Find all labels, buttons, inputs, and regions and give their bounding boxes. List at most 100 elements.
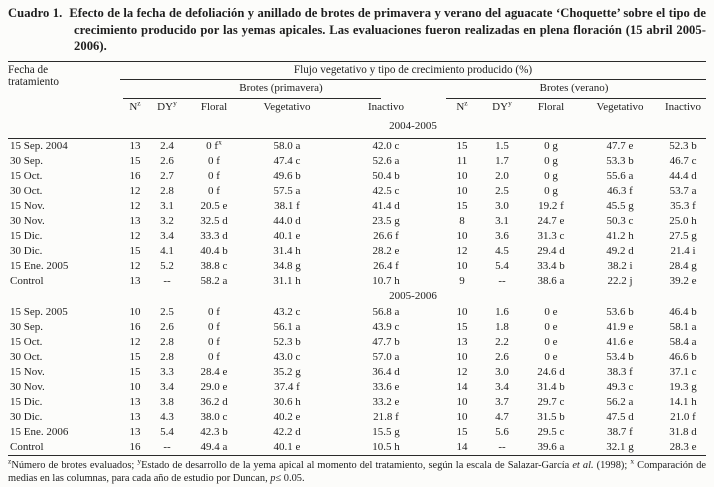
footnote-part: (1998);	[593, 459, 631, 471]
cell-vegetativo-primavera: 37.4 f	[274, 380, 300, 393]
cell-inactivo-verano: 53.7 a	[669, 184, 697, 197]
cell-dy-verano: 3.1	[495, 214, 509, 227]
table-row: 15 Sep. 2004 13 2.4 0 fx 58.0 a 42.0 c 15 1.5 0 …	[8, 138, 706, 154]
cell-dy-verano: 4.7	[495, 410, 509, 423]
footnote-part: p	[270, 472, 276, 484]
cell-vegetativo-primavera: 40.1 e	[273, 229, 301, 242]
cell-vegetativo-primavera: 47.4 c	[273, 154, 301, 167]
cell-n-primavera: 10	[129, 380, 141, 393]
cell-n-verano: 15	[456, 425, 468, 438]
cell-floral-verano: 24.6 d	[537, 365, 565, 378]
cell-floral-verano: 0 g	[544, 169, 558, 182]
cell-inactivo-verano: 46.6 b	[669, 350, 697, 363]
cell-dy-primavera: --	[163, 440, 171, 453]
col-subheader-n-verano: Nz	[456, 97, 468, 113]
cell-fecha: 15 Ene. 2005	[10, 259, 69, 272]
cell-inactivo-primavera: 43.9 c	[372, 320, 400, 333]
cell-vegetativo-verano: 45.5 g	[606, 199, 634, 212]
cell-inactivo-primavera: 36.4 d	[372, 365, 400, 378]
cell-dy-verano: 5.6	[495, 425, 509, 438]
table-row: 15 Nov. 15 3.3 28.4 e 35.2 g 36.4 d 12 3.0 24.6 …	[8, 365, 706, 380]
cell-inactivo-primavera: 26.6 f	[373, 229, 399, 242]
cell-floral-primavera: 42.3 b	[200, 425, 228, 438]
cell-vegetativo-verano: 47.7 e	[606, 139, 634, 152]
cell-floral-verano: 0 e	[544, 350, 558, 363]
cell-dy-verano: --	[498, 274, 506, 287]
table-caption: Cuadro 1. Efecto de la fecha de defoliaci…	[8, 5, 706, 55]
cell-floral-verano: 29.4 d	[537, 244, 565, 257]
caption-number: Cuadro 1.	[8, 6, 63, 20]
cell-floral-primavera: 0 f	[208, 169, 220, 182]
cell-floral-primavera: 38.0 c	[200, 410, 228, 423]
footnote-part: Número de brotes evaluados;	[11, 459, 138, 471]
cell-vegetativo-primavera: 38.1 f	[274, 199, 300, 212]
cell-n-primavera: 16	[129, 440, 141, 453]
cell-dy-verano: 3.4	[495, 380, 509, 393]
cell-dy-primavera: 2.5	[160, 305, 174, 318]
cell-inactivo-verano: 46.7 c	[669, 154, 697, 167]
cell-floral-primavera: 0 f	[208, 154, 220, 167]
cell-vegetativo-verano: 38.3 f	[607, 365, 633, 378]
cell-floral-primavera: 0 f	[208, 335, 220, 348]
col-subheader-inactivo-primavera: Inactivo	[367, 100, 405, 113]
table-row: Control 13 -- 58.2 a 31.1 h 10.7 h 9 -- 38.6 a 22…	[8, 274, 706, 289]
table-header: Fecha de tratamiento Flujo vegetativo y …	[8, 61, 707, 139]
col-header-fecha: Fecha de tratamiento	[8, 61, 120, 116]
cell-n-primavera: 13	[129, 410, 141, 423]
cell-vegetativo-primavera: 42.2 d	[273, 425, 301, 438]
footnote-part: ≤ 0.05.	[275, 472, 305, 484]
cell-fecha: 30 Sep.	[10, 154, 43, 167]
cell-dy-primavera: 2.7	[160, 169, 174, 182]
cell-vegetativo-verano: 46.3 f	[607, 184, 633, 197]
table-row: 15 Oct. 16 2.7 0 f 49.6 b 50.4 b 10 2.0 0 g 55.6 …	[8, 169, 706, 184]
cell-floral-primavera: 58.2 a	[200, 274, 228, 287]
cell-n-verano: 14	[456, 380, 468, 393]
col-subheader-n-primavera: Nz	[129, 97, 141, 113]
cell-dy-primavera: 3.4	[160, 380, 174, 393]
cell-fecha: 15 Dic.	[10, 395, 43, 408]
cell-dy-verano: 2.5	[495, 184, 509, 197]
cell-fecha: 30 Dic.	[10, 410, 43, 423]
cell-fecha: 30 Dic.	[10, 244, 43, 257]
cell-dy-primavera: 3.3	[160, 365, 174, 378]
cell-vegetativo-primavera: 44.0 d	[273, 214, 301, 227]
col-subheader-floral-primavera: Floral	[200, 100, 228, 113]
cell-vegetativo-verano: 53.6 b	[606, 305, 634, 318]
cell-n-verano: 10	[456, 229, 468, 242]
cell-dy-primavera: 5.2	[160, 259, 174, 272]
table-row: 30 Nov. 10 3.4 29.0 e 37.4 f 33.6 e 14 3.4 31.4 …	[8, 380, 706, 395]
cell-n-primavera: 13	[129, 139, 141, 152]
cell-n-primavera: 16	[129, 320, 141, 333]
cell-inactivo-primavera: 56.8 a	[372, 305, 400, 318]
table-row: 30 Dic. 15 4.1 40.4 b 31.4 h 28.2 e 12 4.5 29.4 …	[8, 244, 706, 259]
table-row: 15 Nov. 12 3.1 20.5 e 38.1 f 41.4 d 15 3.0 19.2 …	[8, 199, 706, 214]
footnote-part: x	[630, 456, 635, 466]
cell-floral-primavera: 36.2 d	[200, 395, 228, 408]
col-subheader-vegetativo-primavera: Vegetativo	[263, 100, 311, 113]
cell-n-primavera: 13	[129, 274, 141, 287]
cell-dy-verano: 2.0	[495, 169, 509, 182]
cell-fecha: 30 Nov.	[10, 380, 45, 393]
cell-dy-verano: 3.0	[495, 365, 509, 378]
cell-dy-verano: 1.7	[495, 154, 509, 167]
cell-vegetativo-verano: 41.9 e	[606, 320, 634, 333]
caption-text: Efecto de la fecha de defoliación y anil…	[69, 6, 706, 53]
cell-n-verano: 10	[456, 305, 468, 318]
cell-n-primavera: 12	[129, 335, 141, 348]
cell-floral-verano: 0 e	[544, 305, 558, 318]
group-header-brotes-primavera: Brotes (primavera)	[120, 79, 442, 99]
footnote-part: z	[8, 456, 12, 466]
cell-n-verano: 11	[456, 154, 468, 167]
cell-inactivo-verano: 19.3 g	[669, 380, 697, 393]
cell-n-verano: 10	[456, 184, 468, 197]
cell-floral-primavera: 29.0 e	[200, 380, 228, 393]
table-row: 15 Dic. 12 3.4 33.3 d 40.1 e 26.6 f 10 3.6 31.3 …	[8, 229, 706, 244]
cell-inactivo-verano: 31.8 d	[669, 425, 697, 438]
cell-inactivo-verano: 35.3 f	[670, 199, 696, 212]
cell-inactivo-verano: 52.3 b	[669, 139, 697, 152]
cell-inactivo-primavera: 47.7 b	[372, 335, 400, 348]
cell-fecha: 15 Nov.	[10, 365, 45, 378]
cell-vegetativo-verano: 53.4 b	[606, 350, 634, 363]
cell-floral-verano: 33.4 b	[537, 259, 565, 272]
cell-inactivo-verano: 46.4 b	[669, 305, 697, 318]
